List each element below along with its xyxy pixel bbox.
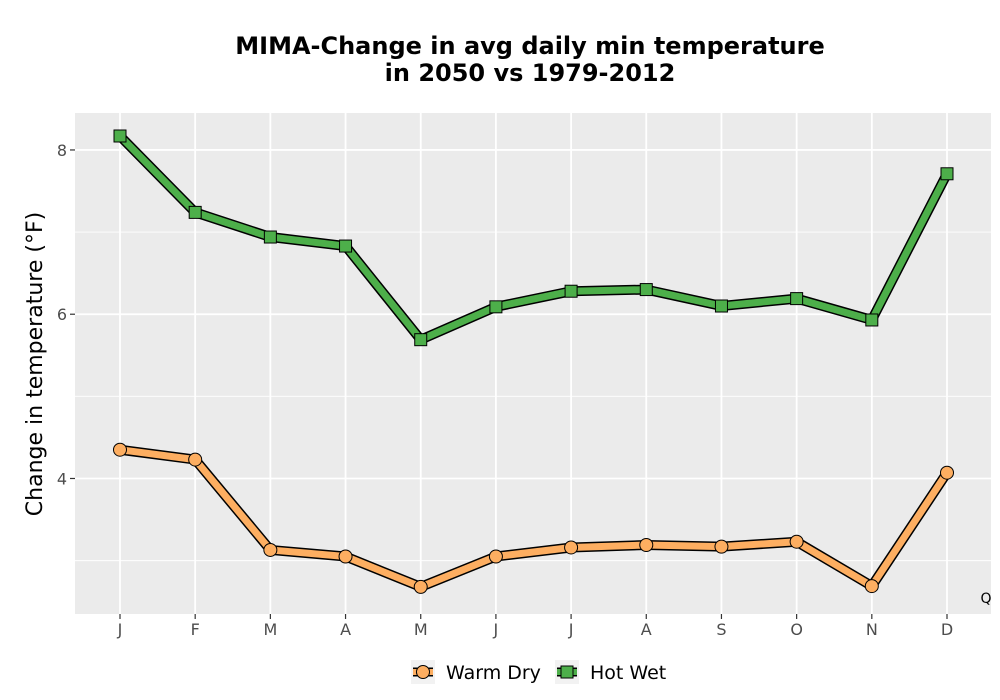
x-tick-label: F: [191, 620, 200, 639]
series-layer: [113, 129, 954, 594]
warm-dry-point: [338, 549, 353, 564]
hot-wet-point: [489, 300, 503, 314]
warm-dry-point: [263, 542, 278, 557]
hot-wet-point: [940, 167, 954, 181]
legend-key-marker: [416, 665, 430, 679]
hot-wet-point: [414, 333, 428, 347]
warm-dry-point: [864, 579, 879, 594]
hot-wet-series: [113, 129, 954, 347]
x-tick-label: A: [641, 620, 652, 639]
legend: Warm Dry Hot Wet: [411, 660, 666, 684]
x-tick-label: S: [716, 620, 726, 639]
legend-key-hot-wet: [555, 660, 579, 684]
x-tick-label: D: [941, 620, 953, 639]
hot-wet-line: [116, 132, 951, 344]
hot-wet-point: [263, 230, 277, 244]
corner-note: Q: [980, 591, 991, 607]
hot-wet-point: [639, 283, 653, 297]
hot-wet-point: [113, 129, 127, 143]
warm-dry-series: [113, 442, 954, 594]
legend-label-warm-dry: Warm Dry: [446, 662, 541, 684]
hot-wet-point: [339, 239, 353, 253]
legend-key-warm-dry: [411, 660, 435, 684]
warm-dry-point: [639, 538, 654, 553]
chart-title-line-1: MIMA-Change in avg daily min temperature: [235, 32, 825, 60]
hot-wet-point: [188, 205, 202, 219]
y-axis: 4 6 8: [57, 141, 75, 488]
legend-label-hot-wet: Hot Wet: [590, 662, 666, 684]
warm-dry-point: [488, 549, 503, 564]
x-tick-label: J: [117, 620, 123, 639]
warm-dry-line: [116, 446, 951, 591]
warm-dry-point: [413, 579, 428, 594]
warm-dry-point: [564, 540, 579, 555]
legend-key-marker: [560, 665, 574, 679]
y-tick-label: 6: [57, 305, 67, 324]
hot-wet-point: [865, 313, 879, 327]
x-tick-label: N: [866, 620, 878, 639]
x-tick-label: J: [493, 620, 499, 639]
y-axis-label: Change in temperature (°F): [23, 212, 48, 516]
plot-panel: [75, 113, 991, 614]
x-tick-label: M: [414, 620, 428, 639]
x-tick-label: M: [263, 620, 277, 639]
hot-wet-point: [790, 292, 804, 306]
y-tick-label: 8: [57, 141, 67, 160]
warm-dry-point: [113, 442, 127, 457]
hot-wet-point: [714, 299, 728, 313]
warm-dry-point: [188, 452, 203, 467]
major-gridlines: [75, 113, 991, 614]
y-tick-label: 4: [57, 469, 67, 488]
chart-title-line-2: in 2050 vs 1979-2012: [385, 59, 676, 87]
warm-dry-point: [714, 539, 729, 554]
hot-wet-point: [564, 284, 578, 298]
x-tick-label: J: [568, 620, 574, 639]
warm-dry-point: [789, 534, 804, 549]
warm-dry-point: [940, 465, 954, 480]
x-tick-label: A: [340, 620, 351, 639]
x-tick-label: O: [790, 620, 803, 639]
